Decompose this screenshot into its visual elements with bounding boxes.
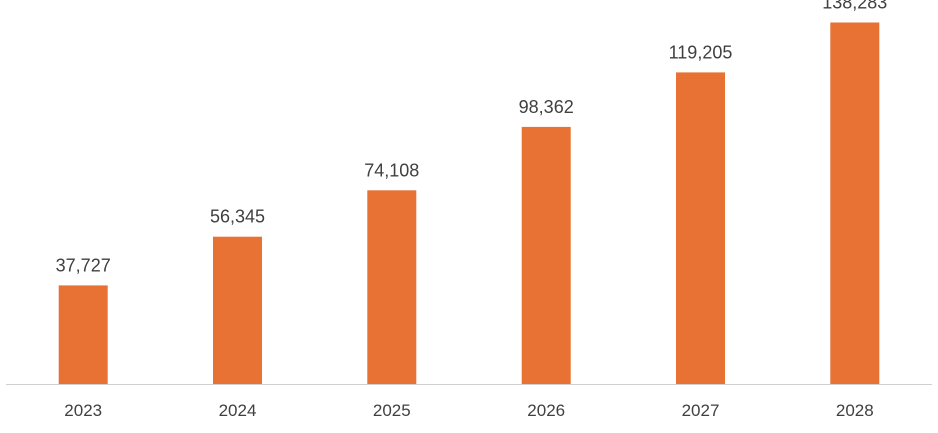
- x-tick-label-2027: 2027: [682, 401, 720, 420]
- x-tick-label-2028: 2028: [836, 401, 874, 420]
- bar-2027: [676, 72, 725, 385]
- x-tick-label-2024: 2024: [219, 401, 257, 420]
- bar-2026: [521, 126, 571, 385]
- x-tick-label-2023: 2023: [64, 401, 102, 420]
- bar-2023: [58, 285, 108, 384]
- bar-2024: [213, 236, 262, 384]
- bars-group: [58, 22, 880, 385]
- x-axis-ticks-group: 2023 2024 2025 2026 2027 2028: [64, 401, 873, 420]
- value-label-2027: 119,205: [669, 42, 733, 62]
- value-label-2026: 98,362: [519, 97, 574, 117]
- value-label-2028: 138,283: [822, 0, 887, 13]
- bar-2025: [367, 190, 417, 384]
- bar-2028: [830, 22, 880, 384]
- x-tick-label-2025: 2025: [373, 401, 411, 420]
- value-labels-group: 37,727 56,345 74,108 98,362 119,205 138,283: [56, 0, 888, 275]
- value-label-2024: 56,345: [210, 207, 265, 227]
- value-label-2023: 37,727: [56, 255, 111, 275]
- value-label-2025: 74,108: [364, 160, 419, 180]
- x-tick-label-2026: 2026: [527, 401, 565, 420]
